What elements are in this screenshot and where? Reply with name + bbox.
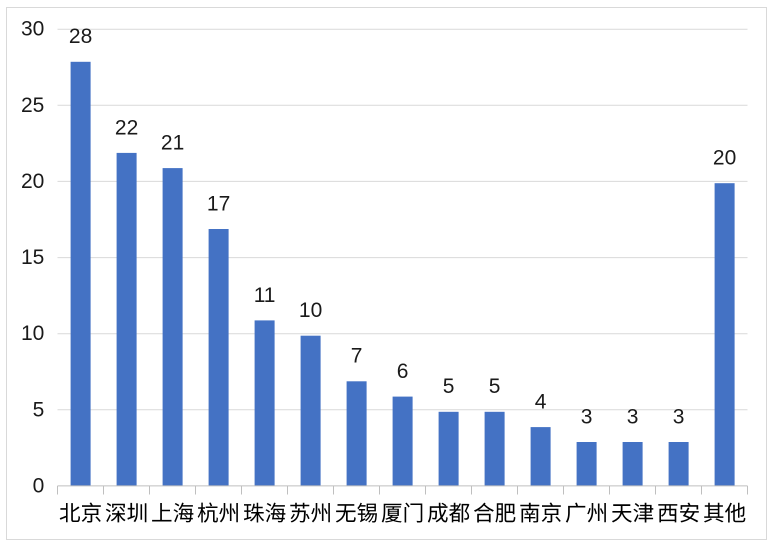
svg-text:3: 3 [673,405,685,428]
svg-text:10: 10 [21,322,44,345]
svg-text:10: 10 [299,299,322,322]
svg-text:20: 20 [713,147,736,170]
svg-text:5: 5 [33,398,45,421]
svg-text:15: 15 [21,246,44,269]
svg-text:17: 17 [207,192,230,215]
svg-text:28: 28 [69,25,92,48]
svg-text:4: 4 [535,391,547,414]
svg-text:25: 25 [21,94,44,117]
svg-text:5: 5 [489,375,501,398]
svg-text:3: 3 [627,405,639,428]
svg-text:30: 30 [21,18,44,41]
svg-text:0: 0 [33,474,45,497]
svg-text:20: 20 [21,170,44,193]
svg-text:5: 5 [443,375,455,398]
svg-text:22: 22 [115,116,138,139]
svg-text:11: 11 [254,284,276,307]
svg-text:6: 6 [397,360,409,383]
svg-text:21: 21 [161,132,184,155]
svg-text:7: 7 [351,345,363,368]
svg-text:3: 3 [581,405,593,428]
